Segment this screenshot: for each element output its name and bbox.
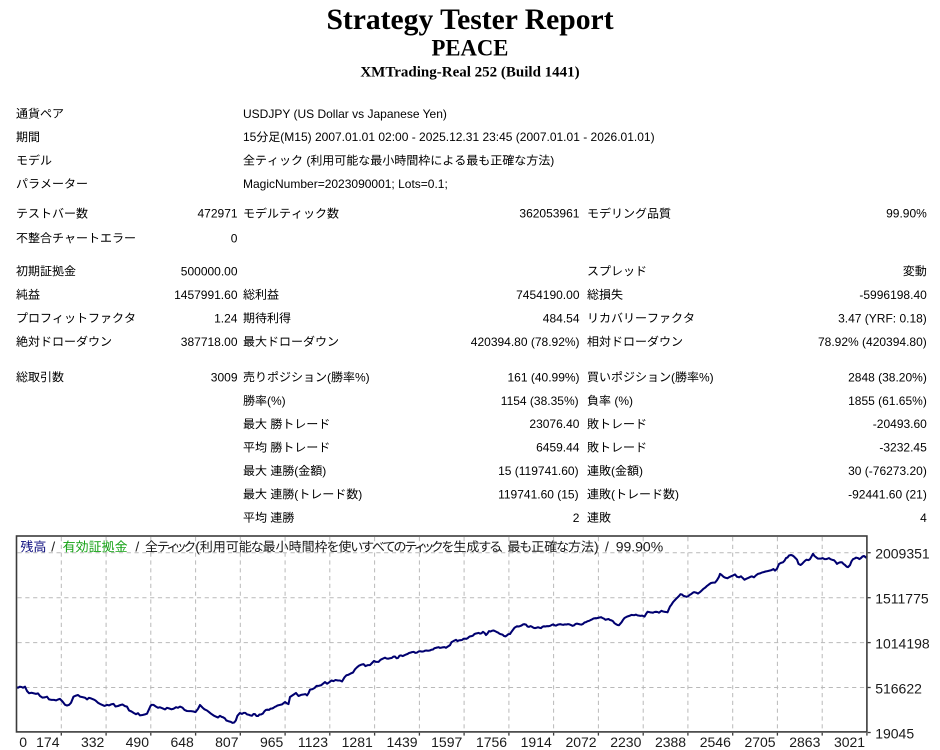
svg-text:MagicNumber=2023090001; Lots=0: MagicNumber=2023090001; Lots=0.1;: [243, 177, 448, 191]
svg-text:1154 (38.35%): 1154 (38.35%): [501, 394, 579, 408]
svg-text:7454190.00: 7454190.00: [516, 288, 580, 302]
svg-text:472971: 472971: [198, 207, 238, 221]
svg-text:(: (: [303, 154, 310, 168]
svg-text:174: 174: [36, 734, 60, 750]
svg-text:161 (40.99%): 161 (40.99%): [508, 370, 580, 384]
svg-text:1597: 1597: [431, 734, 462, 750]
svg-text:3.47 (YRF: 0.18): 3.47 (YRF: 0.18): [838, 311, 927, 325]
svg-text:78.92% (420394.80): 78.92% (420394.80): [818, 335, 927, 349]
svg-text:-5996198.40: -5996198.40: [859, 288, 927, 302]
svg-text:484.54: 484.54: [543, 311, 580, 325]
svg-text:-3232.45: -3232.45: [879, 441, 927, 455]
svg-text:3021: 3021: [834, 734, 865, 750]
svg-text:-92441.60 (21): -92441.60 (21): [848, 487, 927, 501]
svg-text:332: 332: [81, 734, 105, 750]
svg-text:807: 807: [215, 734, 239, 750]
svg-text:99.90%: 99.90%: [886, 207, 927, 221]
svg-text:4: 4: [920, 511, 927, 525]
svg-text:(: (: [294, 464, 298, 478]
svg-text:1123: 1123: [298, 734, 328, 750]
svg-text:1.24: 1.24: [214, 311, 238, 325]
svg-text:490: 490: [126, 734, 150, 750]
svg-text:/: /: [605, 538, 609, 554]
svg-text:2705: 2705: [744, 734, 775, 750]
svg-text:(M15) 2007.01.01 02:00 - 2025.: (M15) 2007.01.01 02:00 - 2025.12.31 23:4…: [280, 130, 654, 144]
svg-text:119741.60 (15): 119741.60 (15): [498, 487, 579, 501]
svg-text:1511775: 1511775: [875, 591, 929, 607]
svg-text:2388: 2388: [655, 734, 686, 750]
svg-text:1439: 1439: [386, 734, 417, 750]
svg-text:/: /: [51, 538, 55, 554]
svg-text:2546: 2546: [700, 734, 731, 750]
svg-text:(: (: [611, 487, 615, 501]
svg-text:30 (-76273.20): 30 (-76273.20): [848, 464, 927, 478]
svg-text:2009351: 2009351: [875, 546, 930, 562]
svg-text:USDJPY (US Dollar vs Japanese: USDJPY (US Dollar vs Japanese Yen): [243, 107, 447, 121]
svg-text:2230: 2230: [610, 734, 641, 750]
svg-text:%): %): [699, 370, 714, 384]
svg-text:XMTrading-Real 252 (Build 1441: XMTrading-Real 252 (Build 1441): [360, 65, 579, 81]
svg-text:387718.00: 387718.00: [181, 335, 238, 349]
svg-text:23076.40: 23076.40: [529, 417, 579, 431]
svg-text:(: (: [611, 464, 615, 478]
svg-text:1014198: 1014198: [875, 636, 930, 652]
svg-text:6459.44: 6459.44: [536, 441, 580, 455]
svg-text:500000.00: 500000.00: [181, 264, 238, 278]
svg-text:1457991.60: 1457991.60: [174, 288, 238, 302]
svg-text:): ): [322, 464, 326, 478]
svg-text:965: 965: [260, 734, 284, 750]
svg-text:1855 (61.65%): 1855 (61.65%): [848, 394, 927, 408]
svg-text:/: /: [135, 538, 139, 554]
svg-text:2863: 2863: [789, 734, 820, 750]
svg-text:648: 648: [170, 734, 194, 750]
svg-text:1914: 1914: [521, 734, 552, 750]
svg-text:19045: 19045: [875, 725, 914, 741]
svg-text:PEACE: PEACE: [432, 36, 509, 61]
svg-text:Strategy Tester Report: Strategy Tester Report: [326, 4, 613, 36]
svg-text:(%): (%): [611, 394, 633, 408]
svg-text:0: 0: [231, 231, 238, 245]
svg-text:(%): (%): [267, 394, 286, 408]
svg-text:0: 0: [19, 734, 27, 750]
svg-text:420394.80 (78.92%): 420394.80 (78.92%): [471, 335, 580, 349]
svg-text:516622: 516622: [875, 680, 922, 696]
svg-text:362053961: 362053961: [519, 207, 579, 221]
svg-text:): ): [639, 464, 643, 478]
svg-text:1756: 1756: [476, 734, 507, 750]
svg-text:2: 2: [573, 511, 580, 525]
svg-text:%): %): [355, 370, 370, 384]
svg-text:2848 (38.20%): 2848 (38.20%): [848, 370, 927, 384]
svg-text:): ): [594, 538, 599, 554]
svg-text:-20493.60: -20493.60: [873, 417, 927, 431]
svg-text:(: (: [671, 370, 675, 384]
svg-text:15: 15: [243, 130, 257, 144]
svg-text:): ): [550, 154, 554, 168]
svg-text:3009: 3009: [211, 370, 238, 384]
svg-text:(: (: [195, 538, 200, 554]
svg-text:15 (119741.60): 15 (119741.60): [498, 464, 579, 478]
svg-text:(: (: [327, 370, 331, 384]
svg-text:99.90%: 99.90%: [616, 538, 663, 554]
svg-text:): ): [675, 487, 679, 501]
svg-text:1281: 1281: [342, 734, 373, 750]
svg-text:(: (: [294, 487, 298, 501]
svg-text:2072: 2072: [565, 734, 596, 750]
svg-text:): ): [358, 487, 362, 501]
